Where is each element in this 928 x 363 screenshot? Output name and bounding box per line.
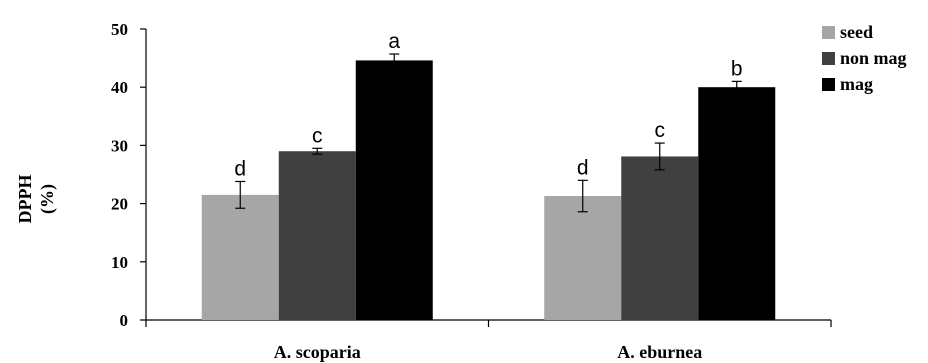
- category-label: A. eburnea: [617, 342, 702, 362]
- bars: d c a d c b: [201, 30, 776, 320]
- legend-label: seed: [840, 22, 873, 42]
- legend-swatch: [822, 26, 835, 39]
- significance-label: c: [655, 119, 666, 142]
- bar: [355, 60, 433, 320]
- y-axis-title: DPPH (%): [15, 175, 58, 224]
- significance-label: b: [731, 57, 743, 80]
- bar: [698, 87, 776, 320]
- legend-label: mag: [840, 74, 873, 94]
- legend: seed non mag mag: [822, 22, 907, 94]
- significance-label: a: [388, 30, 400, 53]
- y-tick-label: 50: [111, 20, 128, 39]
- y-axis-title-line-1: DPPH: [15, 175, 35, 224]
- y-tick-label: 40: [111, 78, 128, 97]
- y-axis-title-line-2: (%): [37, 184, 58, 214]
- y-axis: 0 10 20 30 40 50: [111, 20, 147, 330]
- category-label: A. scoparia: [274, 342, 361, 362]
- bar: [544, 196, 622, 320]
- legend-swatch: [822, 52, 835, 65]
- y-tick-label: 10: [111, 253, 128, 272]
- significance-label: d: [577, 156, 589, 179]
- legend-label: non mag: [840, 48, 907, 68]
- y-tick-label: 20: [111, 195, 128, 214]
- bar: [201, 194, 279, 320]
- bar: [621, 156, 699, 320]
- legend-swatch: [822, 78, 835, 91]
- significance-label: d: [234, 157, 246, 180]
- significance-label: c: [312, 124, 323, 147]
- y-tick-label: 30: [111, 136, 128, 155]
- y-tick-label: 0: [120, 311, 129, 330]
- x-axis: A. scoparia A. eburnea: [145, 319, 832, 362]
- bar: [278, 151, 356, 320]
